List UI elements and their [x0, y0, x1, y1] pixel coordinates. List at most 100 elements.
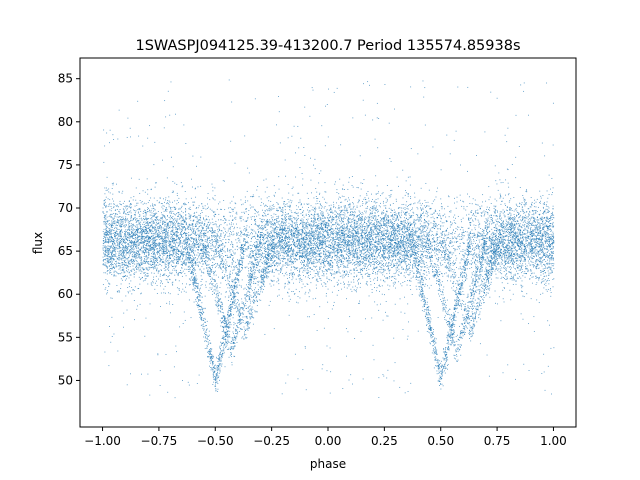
data-point	[211, 354, 213, 356]
data-point	[320, 204, 321, 206]
data-point	[378, 233, 380, 235]
data-point	[467, 302, 469, 303]
data-point	[127, 237, 129, 239]
data-point	[552, 248, 554, 250]
data-point	[390, 264, 391, 266]
data-point	[388, 269, 390, 271]
data-point	[212, 190, 214, 192]
data-point	[287, 199, 289, 200]
data-point	[113, 242, 115, 244]
data-point	[175, 249, 177, 250]
data-point	[545, 235, 546, 237]
data-point	[157, 232, 159, 234]
data-point	[169, 114, 171, 116]
data-point	[338, 279, 340, 281]
data-point	[252, 194, 254, 196]
data-point	[293, 267, 295, 268]
data-point	[289, 250, 291, 252]
data-point	[333, 305, 334, 307]
data-point	[199, 214, 201, 216]
data-point	[435, 356, 437, 358]
data-point	[191, 178, 192, 180]
data-point	[215, 256, 217, 258]
data-point	[118, 109, 120, 111]
data-point	[531, 222, 533, 224]
data-point	[245, 211, 247, 213]
data-point	[211, 227, 213, 229]
data-point	[386, 225, 387, 227]
data-point	[524, 228, 526, 230]
data-point	[192, 225, 194, 227]
data-point	[366, 242, 368, 244]
data-point	[110, 203, 112, 205]
data-point	[493, 227, 495, 228]
data-point	[233, 292, 235, 294]
data-point	[435, 350, 437, 352]
data-point	[512, 247, 514, 249]
data-point	[165, 279, 167, 281]
data-point	[334, 214, 336, 216]
data-point	[356, 223, 358, 224]
data-point	[428, 220, 430, 222]
data-point	[262, 275, 264, 277]
data-point	[439, 289, 441, 291]
data-point	[329, 216, 331, 218]
data-point	[447, 343, 449, 345]
data-point	[397, 247, 399, 249]
data-point	[279, 263, 281, 265]
data-point	[214, 230, 216, 232]
data-point	[455, 351, 457, 353]
data-point	[439, 279, 441, 281]
data-point	[236, 286, 238, 288]
data-point	[500, 230, 502, 232]
data-point	[194, 258, 196, 260]
data-point	[438, 243, 440, 245]
data-point	[488, 186, 490, 188]
data-point	[312, 248, 314, 250]
data-point	[323, 261, 324, 263]
data-point	[347, 241, 349, 242]
data-point	[314, 206, 316, 208]
data-point	[155, 264, 157, 266]
data-point	[358, 219, 360, 221]
data-point	[211, 271, 213, 273]
data-point	[360, 226, 362, 228]
data-point	[104, 246, 105, 248]
data-point	[392, 254, 394, 256]
data-point	[322, 240, 324, 242]
data-point	[233, 295, 234, 297]
data-point	[354, 219, 356, 221]
data-point	[255, 278, 257, 280]
data-point	[427, 233, 429, 235]
data-point	[273, 245, 275, 247]
data-point	[214, 246, 216, 248]
data-point	[446, 267, 448, 269]
data-point	[325, 256, 327, 257]
data-point	[106, 270, 108, 272]
data-point	[446, 337, 448, 339]
data-point	[166, 209, 168, 210]
data-point	[142, 229, 143, 231]
data-point	[251, 312, 253, 314]
data-point	[473, 261, 475, 263]
data-point	[201, 252, 203, 254]
data-point	[442, 307, 444, 309]
data-point	[161, 252, 163, 254]
data-point	[494, 212, 496, 214]
data-point	[254, 310, 256, 312]
data-point	[235, 303, 237, 305]
data-point	[199, 288, 201, 290]
data-point	[481, 261, 483, 263]
data-point	[304, 106, 306, 108]
data-point	[155, 229, 157, 231]
data-point	[349, 218, 351, 220]
data-point	[235, 212, 237, 214]
data-point	[329, 272, 331, 274]
data-point	[466, 246, 468, 248]
data-point	[225, 335, 227, 337]
data-point	[172, 219, 174, 221]
data-point	[485, 284, 487, 285]
data-point	[538, 229, 540, 231]
data-point	[314, 233, 316, 235]
data-point	[308, 231, 309, 233]
